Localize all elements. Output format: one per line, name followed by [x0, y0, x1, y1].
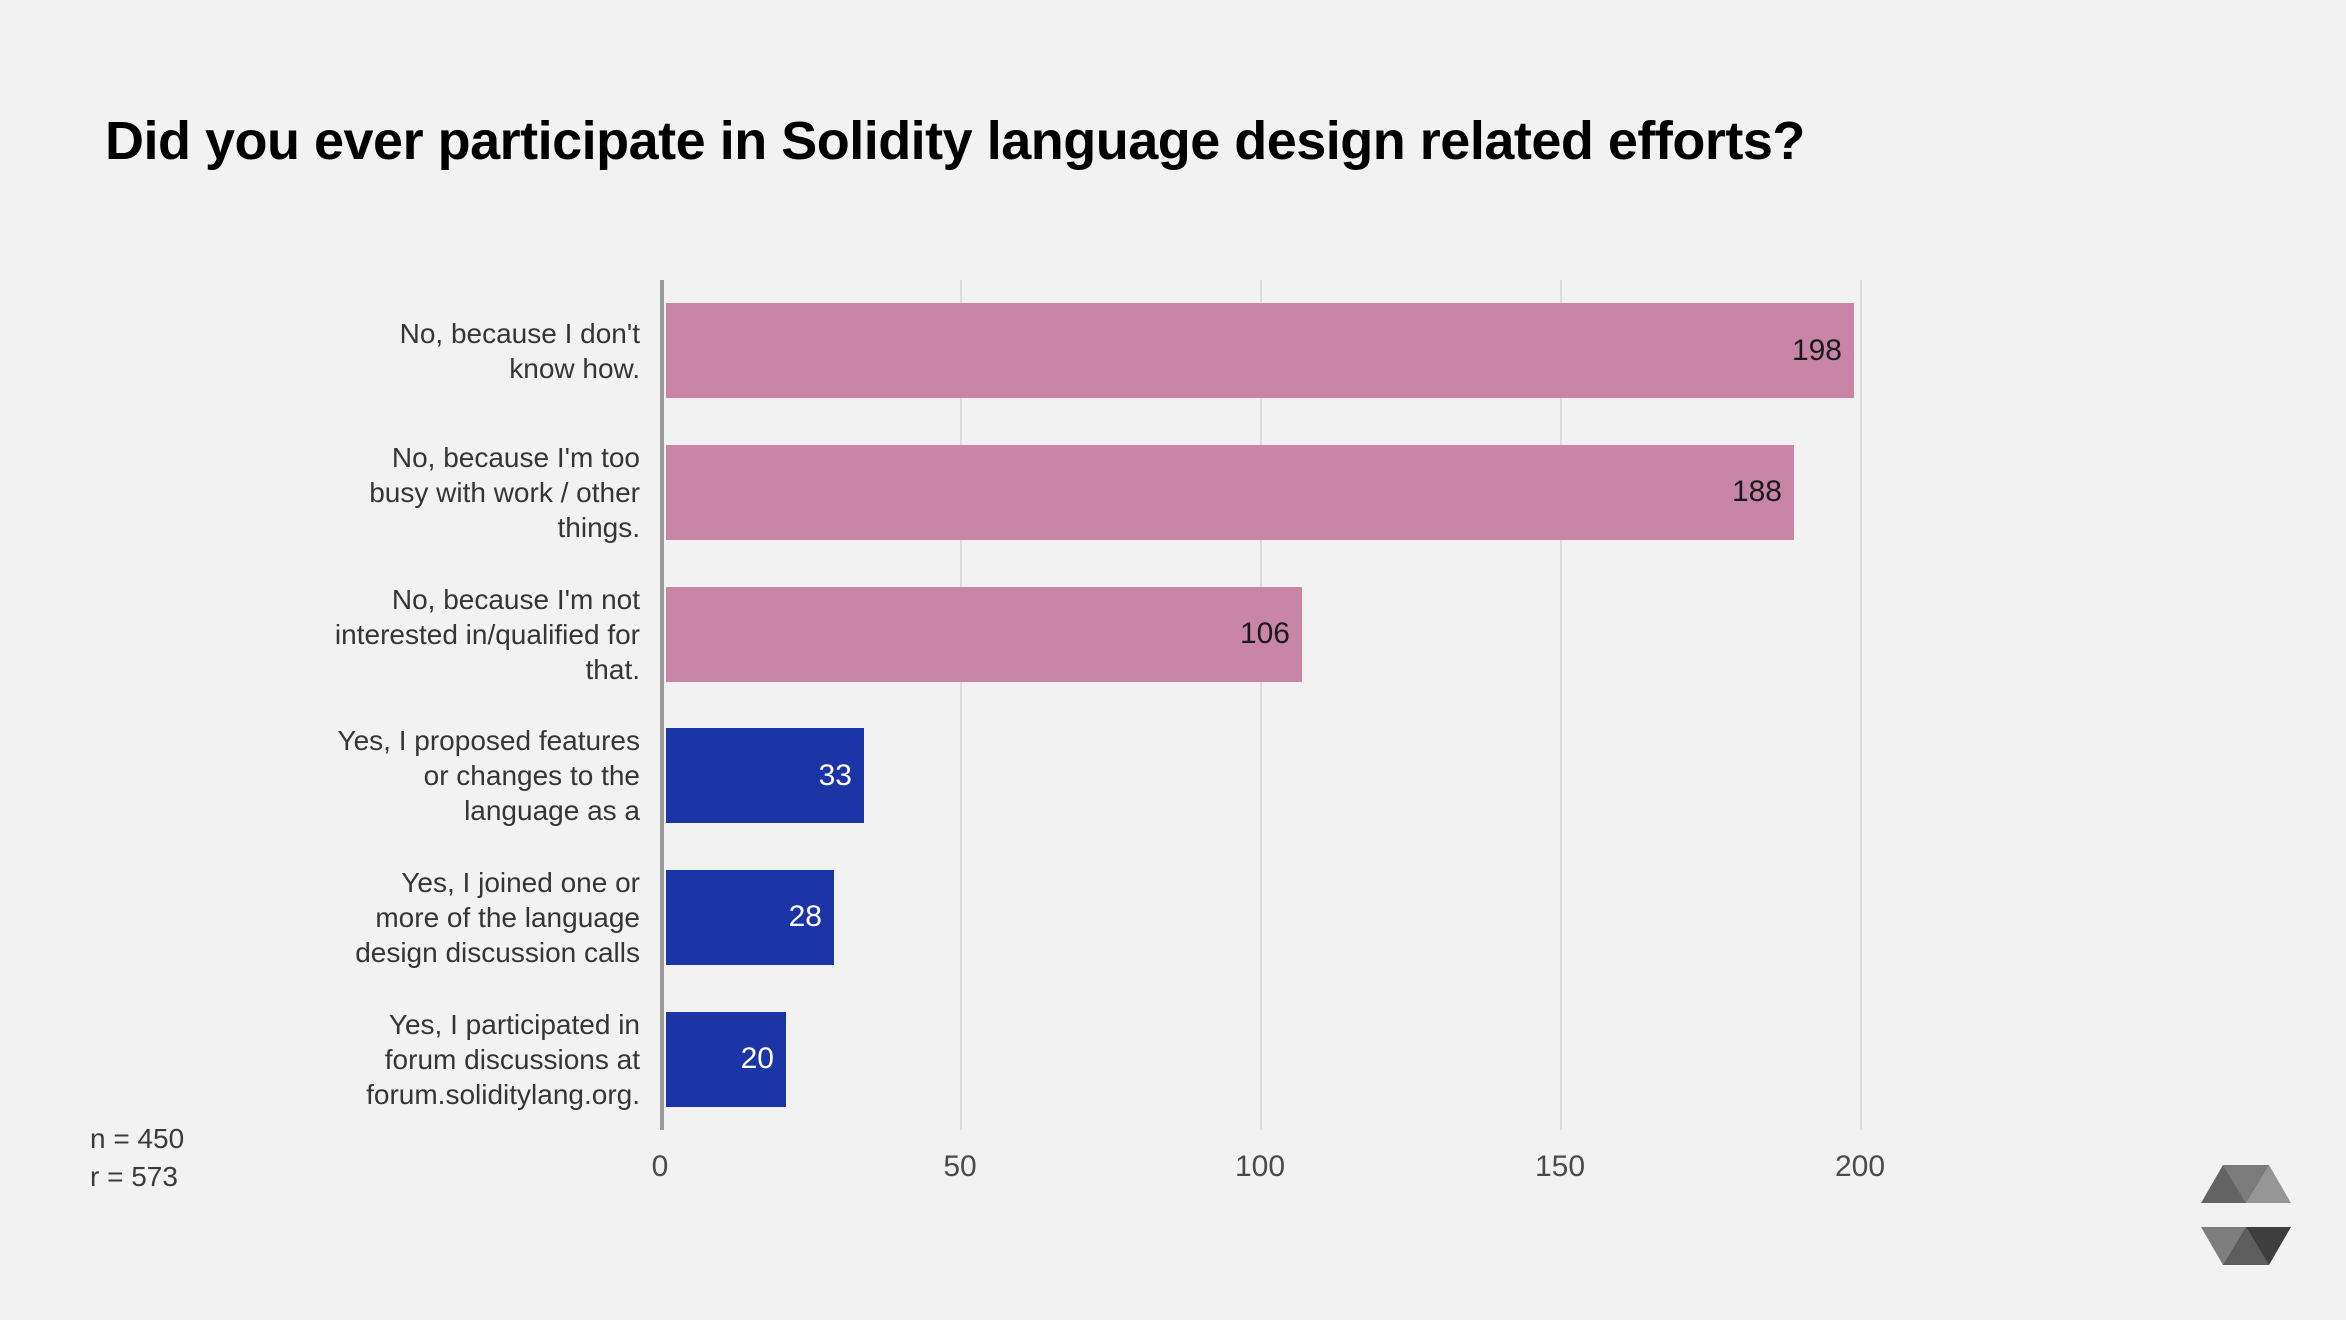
gridline — [960, 280, 962, 1130]
category-label: No, because I'm not interested in/qualif… — [330, 582, 640, 687]
n-stat: n = 450 — [90, 1120, 184, 1158]
gridline — [1860, 280, 1862, 1130]
category-label: No, because I don't know how. — [330, 316, 640, 386]
gridline — [1260, 280, 1262, 1130]
category-label: Yes, I participated in forum discussions… — [330, 1007, 640, 1112]
gridline — [1560, 280, 1562, 1130]
chart-title: Did you ever participate in Solidity lan… — [105, 110, 1805, 172]
category-label: No, because I'm too busy with work / oth… — [330, 440, 640, 545]
logo-bottom — [2201, 1227, 2291, 1265]
bar-value: 20 — [741, 1042, 774, 1076]
page: Did you ever participate in Solidity lan… — [0, 0, 2346, 1320]
chart-area: 050100150200198188106332820 — [660, 280, 1860, 1180]
r-stat: r = 573 — [90, 1158, 184, 1196]
category-label: Yes, I joined one or more of the languag… — [330, 865, 640, 970]
logo-top — [2201, 1165, 2291, 1203]
x-tick-label: 200 — [1835, 1150, 1885, 1184]
x-tick-label: 150 — [1535, 1150, 1585, 1184]
x-tick-label: 100 — [1235, 1150, 1285, 1184]
category-label: Yes, I proposed features or changes to t… — [330, 723, 640, 828]
bar — [666, 445, 1794, 540]
solidity-logo-icon — [2201, 1165, 2291, 1265]
x-tick-label: 50 — [943, 1150, 976, 1184]
bar-value: 33 — [819, 759, 852, 793]
bar-value: 28 — [789, 900, 822, 934]
bar — [666, 587, 1302, 682]
footer-stats: n = 450 r = 573 — [90, 1120, 184, 1196]
bar — [666, 303, 1854, 398]
bar-value: 188 — [1732, 475, 1782, 509]
plot-region: 050100150200198188106332820 — [660, 280, 1860, 1130]
y-axis-line — [660, 280, 664, 1130]
bar-value: 198 — [1792, 334, 1842, 368]
bar-value: 106 — [1240, 617, 1290, 651]
x-tick-label: 0 — [652, 1150, 669, 1184]
